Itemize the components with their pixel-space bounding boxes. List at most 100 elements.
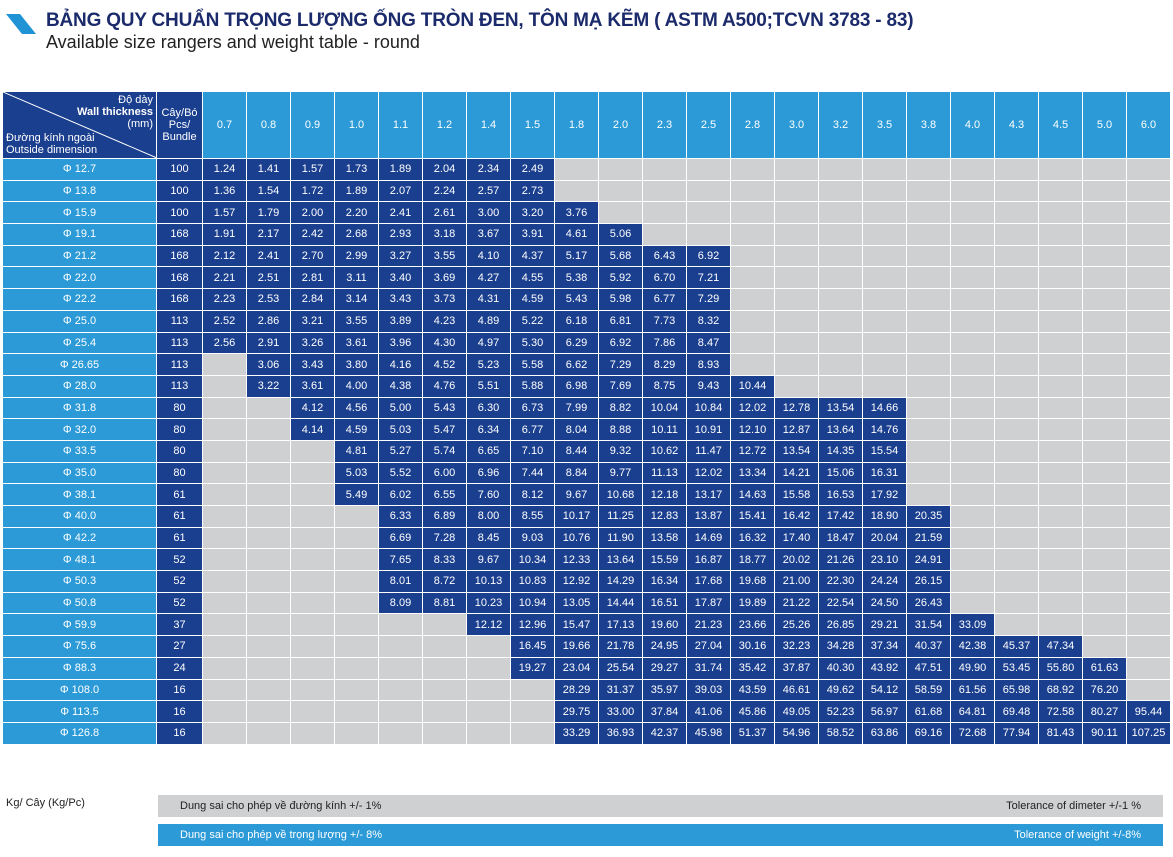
weight-cell: 61.68 (906, 700, 951, 723)
outside-diameter-cell: Φ 25.0 (2, 309, 157, 333)
empty-cell (466, 678, 511, 702)
weight-cell: 7.29 (598, 353, 643, 376)
empty-cell (422, 635, 467, 658)
empty-cell (202, 678, 247, 702)
empty-cell (1038, 396, 1083, 420)
empty-cell (290, 678, 335, 702)
weight-cell: 3.40 (378, 266, 423, 290)
weight-cell: 8.33 (422, 548, 467, 572)
table-row: Φ 38.1 61 5.49 6.02 6.55 7.60 8.12 9.67 10.68 12.… (2, 483, 1171, 506)
thickness-header: 3.0 (774, 91, 819, 159)
weight-cell: 20.35 (906, 505, 951, 528)
pcs-header-line: Cây/Bó (161, 107, 198, 119)
thickness-header: 2.8 (730, 91, 775, 159)
weight-cell: 7.21 (686, 266, 731, 290)
weight-cell: 1.72 (290, 179, 335, 203)
empty-cell (290, 505, 335, 528)
weight-cell: 5.98 (598, 288, 643, 311)
empty-cell (994, 613, 1039, 637)
weight-cell: 17.92 (862, 483, 907, 506)
weight-cell: 19.68 (730, 570, 775, 593)
empty-cell (950, 331, 995, 355)
weight-cell: 26.43 (906, 591, 951, 615)
weight-cell: 53.45 (994, 656, 1039, 680)
weight-cell: 36.93 (598, 721, 643, 745)
empty-cell (1038, 461, 1083, 485)
empty-cell (774, 266, 819, 290)
outside-diameter-cell: Φ 19.1 (2, 223, 157, 246)
weight-cell: 8.84 (554, 461, 599, 485)
thickness-header: 1.8 (554, 91, 599, 159)
empty-cell (290, 548, 335, 572)
thickness-header: 3.5 (862, 91, 907, 159)
weight-cell: 6.00 (422, 461, 467, 485)
weight-cell: 2.86 (246, 309, 291, 333)
table-row: Φ 22.0 168 2.21 2.51 2.81 3.11 3.40 3.69 4.27 4.5… (2, 266, 1171, 290)
weight-cell: 1.57 (290, 158, 335, 181)
empty-cell (950, 570, 995, 593)
weight-cell: 6.29 (554, 331, 599, 355)
weight-cell: 12.33 (554, 548, 599, 572)
pcs-per-bundle-cell: 168 (156, 288, 203, 311)
empty-cell (642, 158, 687, 181)
weight-cell: 4.23 (422, 309, 467, 333)
pcs-per-bundle-cell: 24 (156, 656, 203, 680)
weight-cell: 12.18 (642, 483, 687, 506)
weight-cell: 17.13 (598, 613, 643, 637)
pcs-per-bundle-cell: 100 (156, 179, 203, 203)
weight-cell: 7.10 (510, 439, 555, 463)
weight-cell: 3.27 (378, 244, 423, 268)
empty-cell (1038, 353, 1083, 376)
weight-cell: 2.41 (378, 201, 423, 225)
weight-cell: 64.81 (950, 700, 995, 723)
table-row: Φ 113.5 16 29.75 33.00 37.84 41.06 45.86 49.05 5… (2, 700, 1171, 723)
empty-cell (1082, 439, 1127, 463)
weight-cell: 37.84 (642, 700, 687, 723)
weight-cell: 15.54 (862, 439, 907, 463)
empty-cell (1126, 656, 1171, 680)
weight-cell: 72.58 (1038, 700, 1083, 723)
weight-cell: 4.76 (422, 374, 467, 398)
table-header-row: Độ dày Wall thickness (mm) Đường kính ng… (2, 91, 1171, 159)
empty-cell (246, 418, 291, 441)
empty-cell (202, 483, 247, 506)
table-row: Φ 108.0 16 28.29 31.37 35.97 39.03 43.59 46.61 4… (2, 678, 1171, 702)
weight-cell: 24.24 (862, 570, 907, 593)
weight-cell: 8.82 (598, 396, 643, 420)
weight-cell: 21.78 (598, 635, 643, 658)
weight-cell: 17.87 (686, 591, 731, 615)
weight-cell: 10.11 (642, 418, 687, 441)
outside-diameter-cell: Φ 26.65 (2, 353, 157, 376)
empty-cell (598, 158, 643, 181)
pcs-per-bundle-cell: 52 (156, 570, 203, 593)
weight-cell: 2.93 (378, 223, 423, 246)
corner-arrow-icon (6, 14, 36, 34)
empty-cell (290, 721, 335, 745)
empty-cell (818, 288, 863, 311)
weight-cell: 16.87 (686, 548, 731, 572)
weight-cell: 15.47 (554, 613, 599, 637)
weight-cell: 6.89 (422, 505, 467, 528)
table-row: Φ 31.8 80 4.12 4.56 5.00 5.43 6.30 6.73 7.99 8.82… (2, 396, 1171, 420)
weight-cell: 61.63 (1082, 656, 1127, 680)
weight-cell: 12.10 (730, 418, 775, 441)
empty-cell (730, 266, 775, 290)
weight-cell: 5.51 (466, 374, 511, 398)
empty-cell (1082, 266, 1127, 290)
thickness-header: 4.3 (994, 91, 1039, 159)
empty-cell (1126, 635, 1171, 658)
weight-cell: 2.70 (290, 244, 335, 268)
thickness-header: 3.2 (818, 91, 863, 159)
weight-cell: 90.11 (1082, 721, 1127, 745)
weight-cell: 12.02 (730, 396, 775, 420)
thickness-header: 4.0 (950, 91, 995, 159)
weight-cell: 6.65 (466, 439, 511, 463)
empty-cell (378, 700, 423, 723)
weight-cell: 9.77 (598, 461, 643, 485)
table-row: Φ 22.2 168 2.23 2.53 2.84 3.14 3.43 3.73 4.31 4.5… (2, 288, 1171, 311)
empty-cell (246, 548, 291, 572)
table-row: Φ 15.9 100 1.57 1.79 2.00 2.20 2.41 2.61 3.00 3.2… (2, 201, 1171, 225)
weight-cell: 7.44 (510, 461, 555, 485)
empty-cell (246, 635, 291, 658)
pcs-per-bundle-cell: 61 (156, 483, 203, 506)
